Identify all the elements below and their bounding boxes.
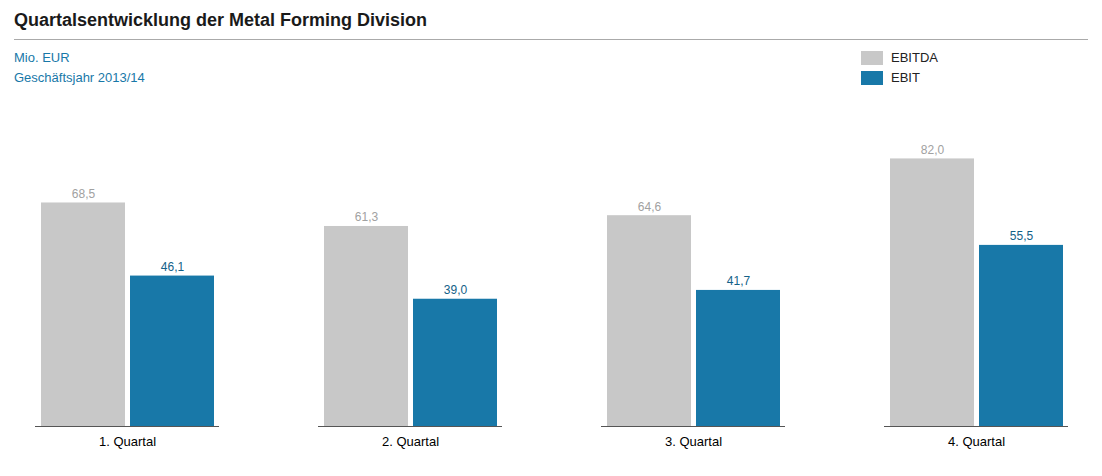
html-text:Geschäftsjahr 2013/14: Geschäftsjahr 2013/14 [14,70,145,85]
svg-text:68,5: 68,5 [72,187,96,201]
svg-text:41,7: 41,7 [727,274,751,288]
html-text:Mio. EUR: Mio. EUR [14,50,70,65]
svg-text:61,3: 61,3 [355,210,379,224]
html-text:EBITDA: EBITDA [891,50,938,65]
svg-text:55,5: 55,5 [1010,229,1034,243]
svg-text:3. Quartal: 3. Quartal [665,434,722,449]
svg-text:82,0: 82,0 [921,143,945,157]
svg-text:2. Quartal: 2. Quartal [382,434,439,449]
svg-text:39,0: 39,0 [444,283,468,297]
svg-text:1. Quartal: 1. Quartal [99,434,156,449]
svg-text:46,1: 46,1 [161,260,185,274]
svg-text:4. Quartal: 4. Quartal [948,434,1005,449]
html-text:Quartalsentwicklung der Metal: Quartalsentwicklung der Metal Forming Di… [14,10,428,30]
html-text:EBIT: EBIT [891,70,920,85]
svg-text:64,6: 64,6 [638,200,662,214]
